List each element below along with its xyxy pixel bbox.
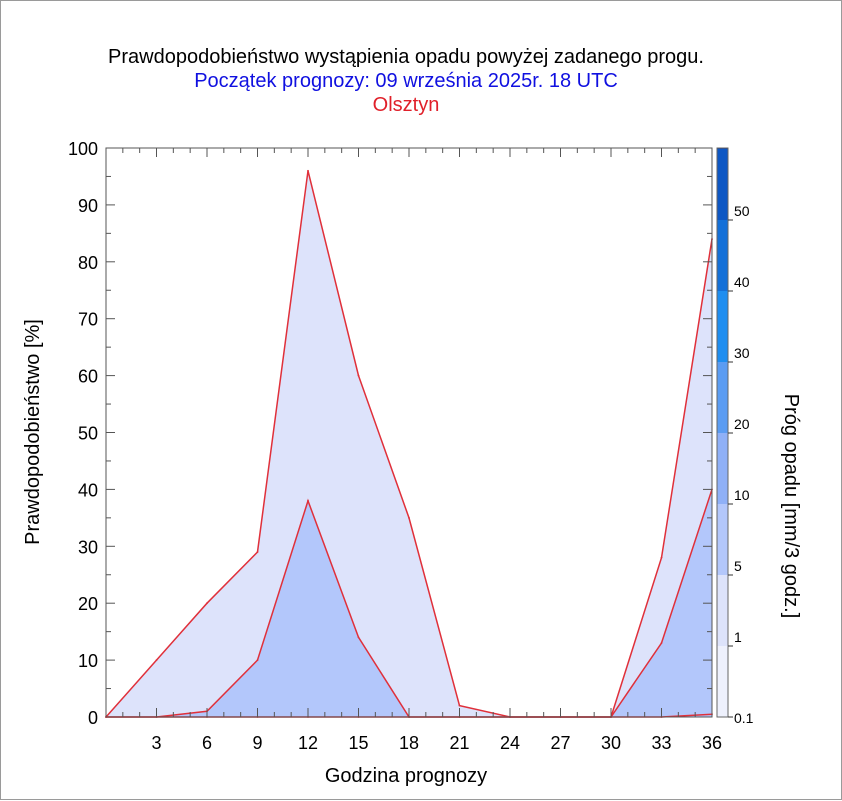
y-tick-label: 10 bbox=[78, 651, 98, 671]
colorbar-segment bbox=[717, 433, 728, 504]
y-tick-label: 50 bbox=[78, 424, 98, 444]
y-tick-label: 70 bbox=[78, 310, 98, 330]
x-tick-label: 18 bbox=[399, 733, 419, 753]
series-point bbox=[307, 169, 309, 172]
colorbar-level-label: 20 bbox=[734, 416, 750, 432]
x-axis-label: Godzina prognozy bbox=[325, 765, 487, 787]
y-tick-label: 80 bbox=[78, 253, 98, 273]
y-tick-label: 20 bbox=[78, 594, 98, 614]
y-axis-label: Prawdopodobieństwo [%] bbox=[22, 319, 44, 545]
series-point bbox=[660, 642, 663, 644]
colorbar-segment bbox=[717, 504, 728, 575]
y-tick-label: 60 bbox=[78, 367, 98, 387]
series-point bbox=[458, 704, 461, 707]
x-tick-label: 36 bbox=[702, 733, 722, 753]
series-point bbox=[357, 636, 360, 639]
colorbar-segment bbox=[717, 149, 728, 220]
colorbar-level-label: 10 bbox=[734, 487, 750, 503]
series-point bbox=[307, 499, 309, 502]
series-point bbox=[256, 551, 259, 553]
y-tick-label: 0 bbox=[88, 708, 98, 728]
series-point bbox=[155, 659, 158, 661]
x-tick-label: 15 bbox=[348, 733, 368, 753]
colorbar-segment bbox=[717, 646, 728, 717]
y-tick-label: 90 bbox=[78, 196, 98, 216]
plot-border bbox=[105, 147, 713, 718]
x-tick-label: 21 bbox=[449, 733, 469, 753]
series-area-0 bbox=[106, 170, 712, 718]
x-tick-label: 33 bbox=[651, 733, 671, 753]
y-tick-label: 100 bbox=[68, 139, 98, 159]
x-tick-label: 12 bbox=[298, 733, 318, 753]
series-point bbox=[206, 602, 208, 605]
colorbar-segment bbox=[717, 291, 728, 362]
colorbar-segment bbox=[717, 220, 728, 291]
chart-title: Prawdopodobieństwo wystąpienia opadu pow… bbox=[108, 46, 704, 68]
y-tick-label: 40 bbox=[78, 480, 98, 500]
series-point bbox=[357, 374, 360, 377]
colorbar-level-label: 5 bbox=[734, 558, 742, 574]
colorbar: 0.1 1 5 10 20 30 40 50 bbox=[716, 147, 754, 726]
chart-location: Olsztyn bbox=[373, 94, 440, 116]
series-point bbox=[256, 659, 259, 661]
colorbar-level-label: 0.1 bbox=[734, 710, 754, 726]
series-point bbox=[408, 516, 410, 519]
colorbar-label: Próg opadu [mm/3 godz.] bbox=[780, 394, 802, 619]
x-tick-label: 30 bbox=[601, 733, 621, 753]
colorbar-level-label: 50 bbox=[734, 203, 750, 219]
colorbar-level-label: 30 bbox=[734, 345, 750, 361]
x-tick-label: 6 bbox=[202, 733, 212, 753]
x-tick-label: 9 bbox=[252, 733, 262, 753]
x-tick-label: 3 bbox=[151, 733, 161, 753]
colorbar-segment bbox=[717, 575, 728, 646]
colorbar-level-label: 40 bbox=[734, 274, 750, 290]
y-tick-label: 30 bbox=[78, 537, 98, 557]
chart-subtitle: Początek prognozy: 09 września 2025r. 18… bbox=[194, 70, 618, 92]
colorbar-level-label: 1 bbox=[734, 629, 742, 645]
series-point bbox=[660, 556, 663, 559]
x-tick-label: 27 bbox=[550, 733, 570, 753]
colorbar-segment bbox=[717, 362, 728, 433]
x-tick-label: 24 bbox=[500, 733, 520, 753]
plot-area bbox=[106, 170, 712, 718]
